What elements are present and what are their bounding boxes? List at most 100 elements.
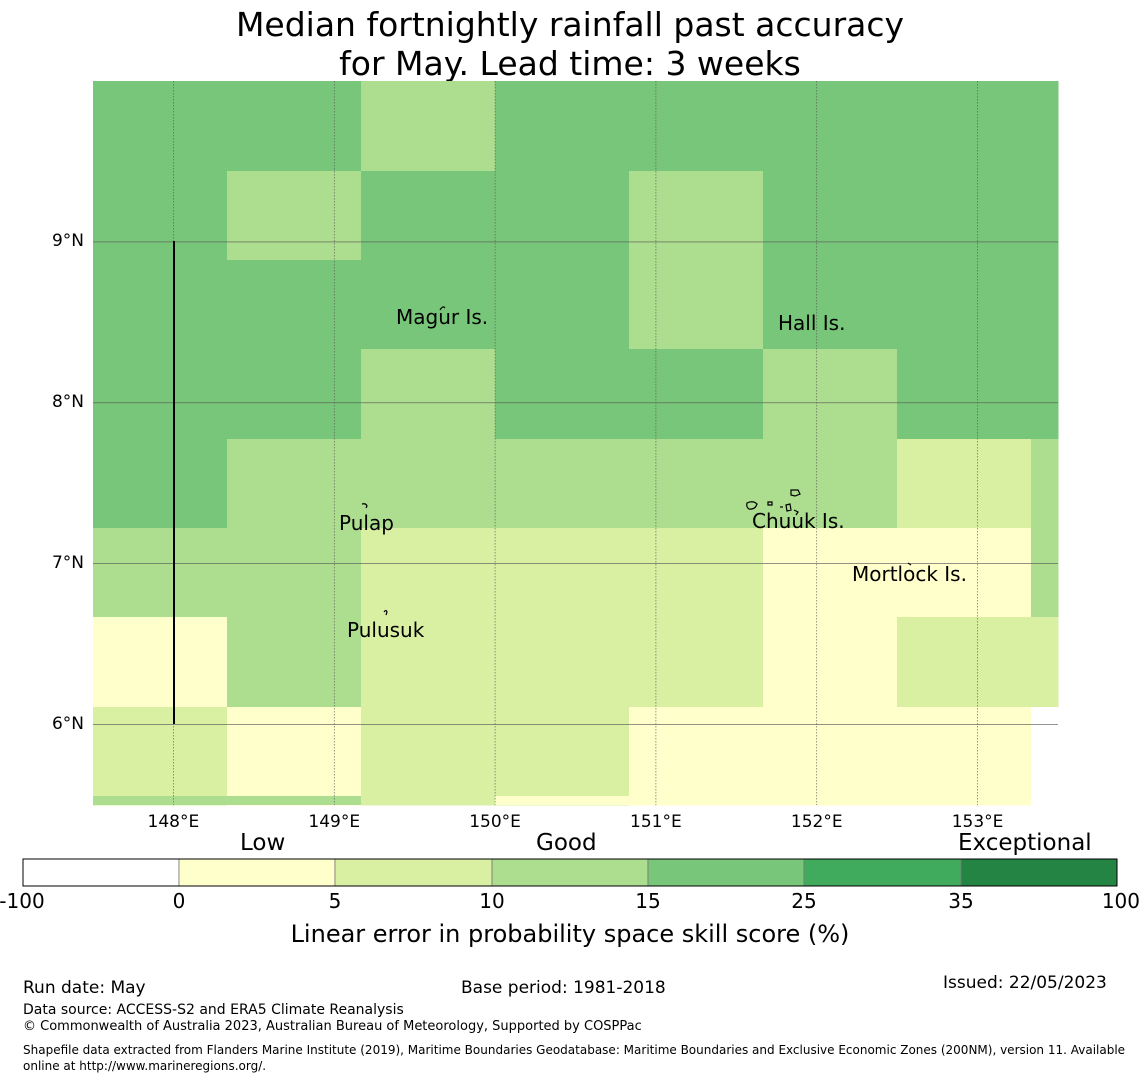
island-outlines [361,306,912,616]
grid-cell [361,617,496,708]
x-tick-label: 149°E [308,812,361,832]
grid-cell [93,171,228,261]
colorbar-block [491,858,649,887]
colorbar-outline [22,858,1118,887]
shapefile-credit: Shapefile data extracted from Flanders M… [23,1043,1126,1073]
grid-cell-strip [93,796,361,805]
colorbar [22,858,1118,887]
place-label: Mortlock Is. [852,562,967,586]
x-tick-label: 153°E [951,812,1004,832]
colorbar-tick-label: -100 [0,889,45,913]
grid-cell [361,260,496,350]
grid-cell [361,439,496,529]
skill-grid [93,81,1059,806]
grid-cell [361,528,496,618]
grid-cell [93,617,228,708]
grid-cell [629,439,764,529]
grid-cell [897,528,1032,618]
colorbar-label: Linear error in probability space skill … [290,920,850,948]
grid-cell [495,707,630,806]
grid-cell [629,349,764,440]
y-tick-label: 8°N [51,391,84,412]
place-label: Chuuk Is. [752,509,845,533]
grid-cell [897,707,1032,806]
map-gridlines [93,81,1058,805]
grid-cell [361,349,496,440]
grid-cell [1031,617,1059,708]
grid-cell [1031,260,1059,350]
place-label: Hall Is. [778,311,845,335]
grid-cell [495,260,630,350]
grid-cell [361,81,496,172]
grid-cell [629,617,764,708]
colorbar-category-low: Low [240,830,286,856]
colorbar-tick-label: 5 [328,889,342,913]
grid-cell [495,617,630,708]
grid-cell [227,707,362,806]
run-date: Run date: May [23,978,146,998]
colorbar-block [22,858,180,887]
pulusuk-island-outline [383,609,388,616]
x-tick-label: 152°E [790,812,843,832]
grid-cell [227,617,362,708]
grid-cell [763,707,898,806]
grid-cell-strip [495,796,629,805]
grid-cell [763,349,898,440]
skill-map: Magur Is. Hall Is. Pulap Chuuk Is. Mortlock … [93,81,1059,806]
grid-cell [897,349,1032,440]
colorbar-tick-label: 15 [635,889,661,913]
place-label: Magur Is. [396,305,488,329]
colorbar-tick-label: 25 [791,889,817,913]
grid-cell [93,260,228,350]
grid-cell [763,260,898,350]
grid-cell [1031,707,1059,806]
grid-cell [93,349,228,440]
grid-cell [763,617,898,708]
colorbar-tick-label: 100 [1101,889,1140,913]
pulap-island-outline [361,503,368,509]
grid-cell [1031,171,1059,261]
grid-cell [897,439,1032,529]
grid-cell [93,439,228,529]
grid-cell [227,171,362,261]
x-tick-label: 150°E [469,812,521,832]
grid-cell [93,707,228,806]
grid-cell [1031,349,1059,440]
grid-cell [495,171,630,261]
grid-cell [897,617,1032,708]
y-tick-label: 6°N [51,713,84,734]
grid-cell [1031,528,1059,618]
grid-cell [897,81,1032,172]
grid-cell [897,171,1032,261]
colorbar-blocks [22,858,1118,887]
chuuk-island-outline-2 [746,501,758,510]
colorbar-category-good: Good [536,830,597,856]
x-tick-label: 148°E [147,812,200,832]
colorbar-tick-label: 0 [172,889,186,913]
chuuk-island-outline-3 [767,501,773,506]
grid-cell [763,439,898,529]
base-period: Base period: 1981-2018 [461,978,666,998]
grid-cell [629,528,764,618]
grid-cell [897,260,1032,350]
grid-cell [629,707,764,806]
grid-cell [629,171,764,261]
grid-cell [361,707,496,806]
data-source: Data source: ACCESS-S2 and ERA5 Climate … [23,1002,404,1018]
grid-cell [763,171,898,261]
grid-cell [629,260,764,350]
y-tick-label: 9°N [51,230,84,251]
x-tick-label: 151°E [630,812,682,832]
grid-cell [495,81,630,172]
mortlock-island-outline [907,562,912,566]
issued-date: Issued: 22/05/2023 [943,973,1107,993]
colorbar-block [960,858,1118,887]
grid-cell [1031,81,1059,172]
grid-cell [227,439,362,529]
y-tick-label: 7°N [51,552,84,573]
chuuk-island-outline-1 [790,489,801,497]
chuuk-island-outline-4 [785,503,792,512]
grid-cell [227,81,362,172]
colorbar-block [647,858,805,887]
grid-cell [227,528,362,618]
